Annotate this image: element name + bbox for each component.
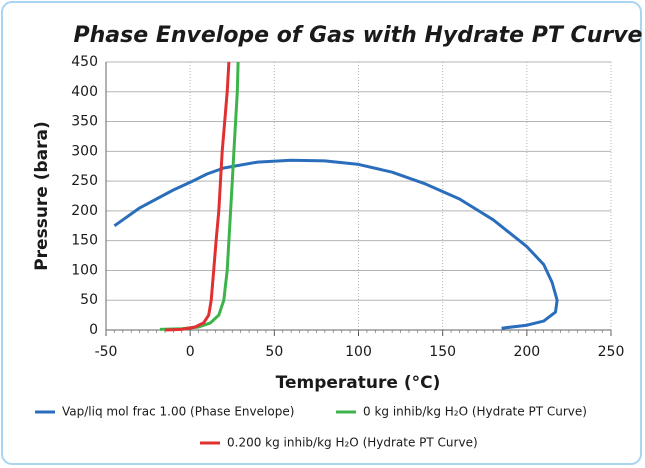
legend-label: Vap/liq mol frac 1.00 (Phase Envelope): [62, 405, 294, 419]
y-tick-label: 150: [71, 233, 98, 249]
y-tick-label: 0: [89, 322, 98, 338]
y-tick-label: 350: [71, 114, 98, 130]
x-axis-label: Temperature (°C): [276, 373, 441, 393]
legend-label: 0.200 kg inhib/kg H₂O (Hydrate PT Curve): [227, 436, 478, 450]
x-tick-label: 250: [598, 344, 625, 360]
y-tick-label: 200: [71, 203, 98, 219]
y-tick-label: 50: [80, 292, 98, 308]
x-tick-label: 200: [513, 344, 540, 360]
x-tick-label: 150: [429, 344, 456, 360]
x-tick-label: 100: [345, 344, 372, 360]
series-line: [113, 158, 559, 330]
x-tick-label: 50: [265, 344, 283, 360]
y-tick-label: 100: [71, 262, 98, 278]
chart-title: Phase Envelope of Gas with Hydrate PT Cu…: [74, 23, 643, 48]
y-tick-label: 450: [71, 54, 98, 70]
series-line: [159, 61, 240, 331]
y-tick-label: 400: [71, 84, 98, 100]
y-tick-label: 250: [71, 173, 98, 189]
series-line: [164, 61, 231, 332]
y-axis-label: Pressure (bara): [32, 121, 52, 271]
legend-label: 0 kg inhib/kg H₂O (Hydrate PT Curve): [363, 405, 587, 419]
x-tick-label: -50: [95, 344, 118, 360]
y-tick-label: 300: [71, 143, 98, 159]
x-tick-label: 0: [186, 344, 195, 360]
